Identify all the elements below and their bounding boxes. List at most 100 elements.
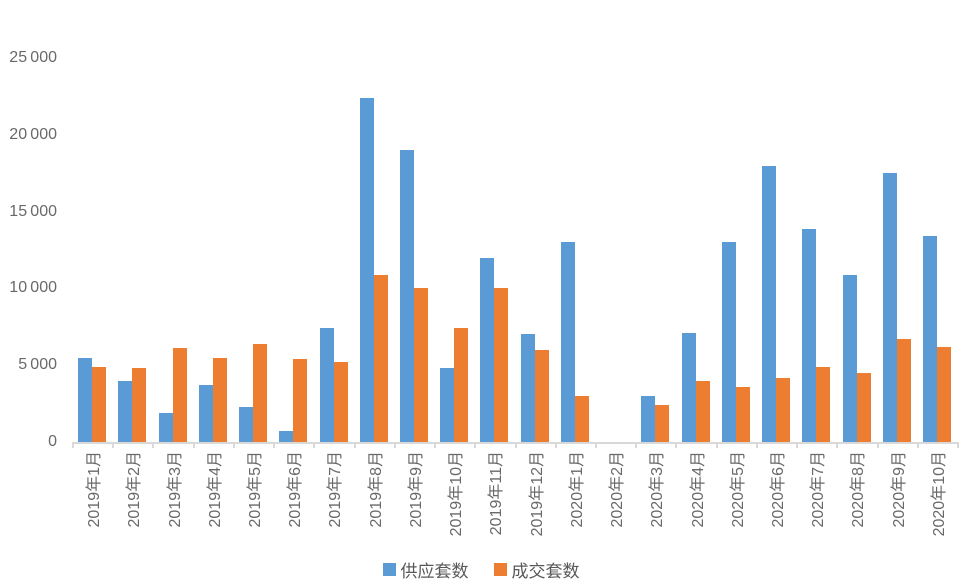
category-bar-group xyxy=(112,58,152,442)
deals-bar xyxy=(896,339,911,442)
deals-bar xyxy=(655,405,670,442)
x-axis-tick xyxy=(796,442,799,448)
plot-area xyxy=(72,58,957,442)
x-axis-category-label: 2020年9月 xyxy=(890,451,908,528)
x-axis-tick xyxy=(957,442,959,448)
x-axis-tick xyxy=(112,442,115,448)
category-bar-group xyxy=(676,58,716,442)
supply-bar xyxy=(480,257,495,442)
x-axis-tick xyxy=(836,442,839,448)
x-axis-category-label: 2019年7月 xyxy=(327,451,345,528)
deals-bar xyxy=(534,349,549,442)
legend-swatch-supply xyxy=(382,562,396,576)
y-axis-tick-label: 5 000 xyxy=(18,356,57,374)
x-axis-category-label: 2019年9月 xyxy=(407,451,425,528)
deals-bar xyxy=(574,395,589,442)
x-axis-tick xyxy=(916,442,919,448)
supply-bar xyxy=(440,368,455,442)
x-axis-tick xyxy=(393,442,396,448)
x-axis-tick xyxy=(755,442,758,448)
x-axis-tick xyxy=(675,442,678,448)
category-bar-group xyxy=(354,58,394,442)
supply-bar xyxy=(681,332,696,442)
x-axis-tick xyxy=(715,442,718,448)
x-axis-category-label: 2020年3月 xyxy=(649,451,667,528)
category-bar-group xyxy=(796,58,836,442)
supply-bar xyxy=(78,357,93,442)
deals-bar xyxy=(92,366,107,442)
deals-bar xyxy=(937,346,952,442)
x-axis-category-label: 2020年5月 xyxy=(729,451,747,528)
supply-bar xyxy=(802,228,817,442)
x-axis-category-label: 2019年10月 xyxy=(448,451,466,537)
supply-bar xyxy=(842,274,857,442)
deals-bar xyxy=(695,380,710,442)
supply-bar xyxy=(560,242,575,442)
x-axis-category-label: 2020年7月 xyxy=(810,451,828,528)
deals-bar xyxy=(735,386,750,442)
chart-legend: 供应套数 成交套数 xyxy=(0,557,962,582)
category-bar-group xyxy=(152,58,192,442)
x-axis-category-label: 2020年10月 xyxy=(930,451,948,537)
x-axis-category-label: 2020年6月 xyxy=(769,451,787,528)
x-axis-category-label: 2019年1月 xyxy=(86,451,104,528)
legend-label-supply: 供应套数 xyxy=(400,561,469,581)
category-bar-group xyxy=(515,58,555,442)
x-axis-category-label: 2019年11月 xyxy=(488,451,506,536)
x-axis-tick xyxy=(152,442,155,448)
deals-bar xyxy=(856,372,871,442)
x-axis-tick xyxy=(474,442,477,448)
category-bar-group xyxy=(635,58,675,442)
category-bar-group xyxy=(72,58,112,442)
deals-bar xyxy=(333,362,348,442)
deals-bar xyxy=(413,288,428,442)
x-axis-tick xyxy=(232,442,235,448)
legend-item-supply: 供应套数 xyxy=(382,557,469,582)
deals-bar xyxy=(172,348,187,442)
x-axis-category-label: 2019年4月 xyxy=(206,451,224,528)
category-bar-group xyxy=(394,58,434,442)
category-bar-group xyxy=(313,58,353,442)
supply-bar xyxy=(923,236,938,442)
x-axis-category-label: 2020年4月 xyxy=(689,451,707,528)
x-axis-category-label: 2020年8月 xyxy=(850,451,868,528)
x-axis-tick xyxy=(353,442,356,448)
deals-bar xyxy=(132,368,147,442)
supply-bar xyxy=(198,385,213,442)
category-bar-group xyxy=(877,58,917,442)
supply-bar xyxy=(319,328,334,442)
category-bar-group xyxy=(756,58,796,442)
x-axis-tick xyxy=(554,442,557,448)
y-axis-tick-label: 0 xyxy=(48,433,57,450)
x-axis-category-label: 2019年2月 xyxy=(126,451,144,528)
x-axis-category-label: 2020年2月 xyxy=(609,451,627,528)
y-axis-tick-label: 25 000 xyxy=(9,49,57,66)
category-bar-group xyxy=(836,58,876,442)
x-axis-tick xyxy=(72,442,74,448)
category-bar-group xyxy=(716,58,756,442)
category-bar-group xyxy=(434,58,474,442)
legend-label-deals: 成交套数 xyxy=(511,561,580,581)
category-bar-group xyxy=(233,58,273,442)
category-bar-group xyxy=(917,58,957,442)
legend-item-deals: 成交套数 xyxy=(493,557,580,582)
supply-bar xyxy=(279,431,294,442)
x-axis-tick xyxy=(313,442,316,448)
legend-swatch-deals xyxy=(493,562,507,576)
supply-bar xyxy=(882,173,897,442)
supply-bar xyxy=(762,165,777,442)
y-axis-tick-label: 20 000 xyxy=(9,125,57,143)
x-axis-tick xyxy=(876,442,879,448)
supply-bar xyxy=(721,242,736,442)
x-axis-tick xyxy=(434,442,437,448)
deals-bar xyxy=(212,357,227,442)
deals-bar xyxy=(454,328,469,442)
deals-bar xyxy=(293,359,308,442)
x-axis-category-label: 2019年3月 xyxy=(166,451,184,528)
supply-bar xyxy=(520,334,535,442)
supply-bar xyxy=(359,97,374,442)
y-axis-tick-label: 15 000 xyxy=(9,202,57,220)
x-axis-category-label: 2020年1月 xyxy=(568,451,586,528)
category-bar-group xyxy=(273,58,313,442)
x-axis-category-label: 2019年5月 xyxy=(247,451,265,528)
